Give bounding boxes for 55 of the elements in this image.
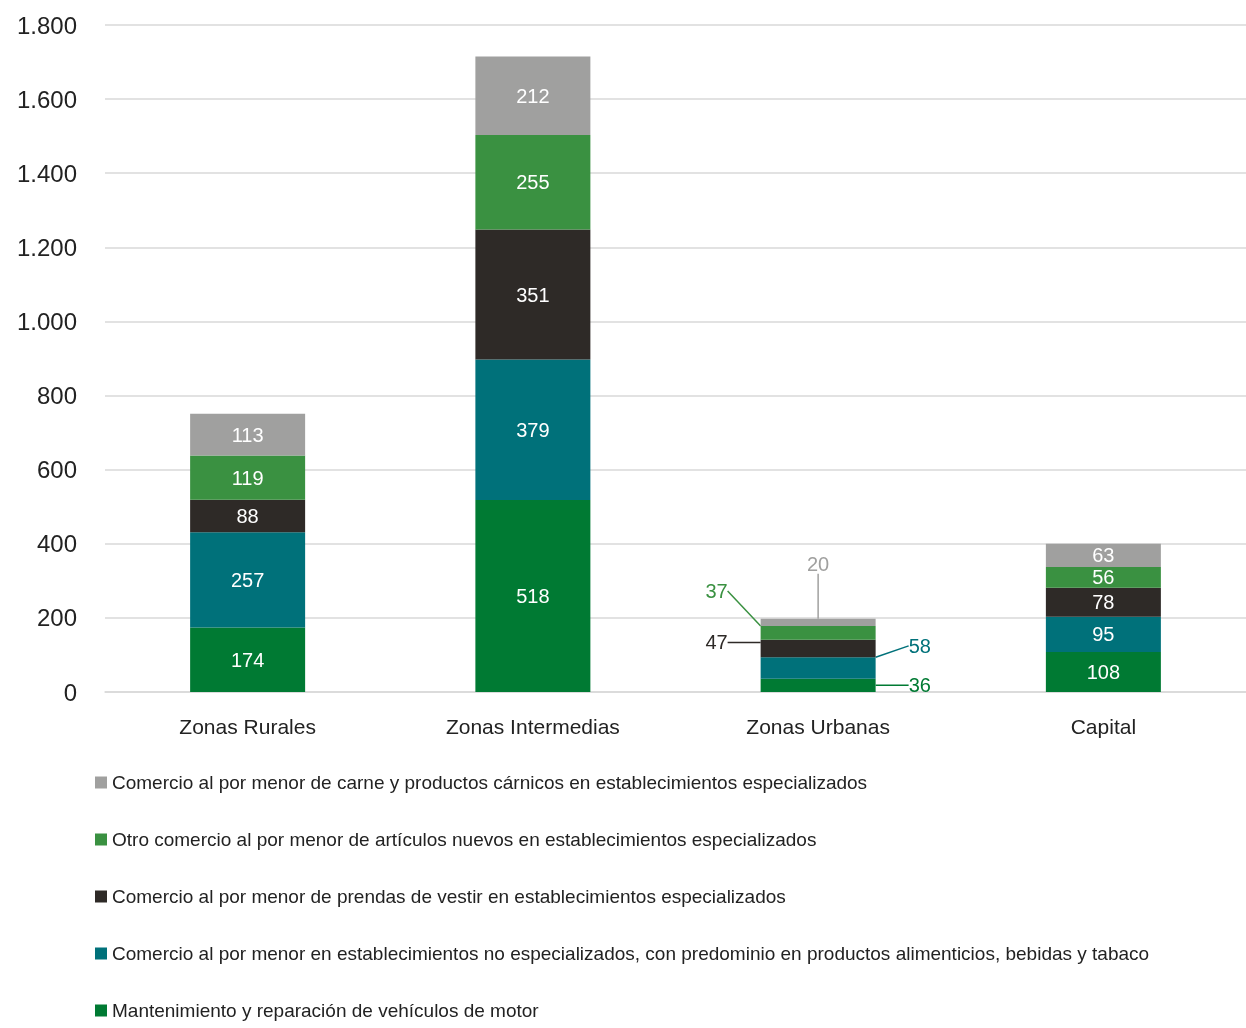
- bar: [190, 627, 306, 692]
- legend-label: Comercio al por menor en establecimientos no especializados, con predominio en productos alimenticios, bebidas y tabaco: [112, 943, 1150, 964]
- y-tick-label: 800: [36, 382, 77, 410]
- bar: [190, 532, 306, 628]
- bar: [475, 359, 591, 501]
- data-label: 518: [516, 585, 550, 608]
- data-label: 212: [516, 84, 550, 107]
- legend-label: Comercio al por menor de carne y productos cárnicos en establecimientos especializados: [112, 772, 868, 793]
- x-tick-label: Zonas Urbanas: [746, 715, 890, 738]
- bar: [475, 135, 591, 230]
- data-label: 88: [236, 504, 259, 527]
- x-tick-label: Zonas Intermedias: [445, 715, 620, 738]
- bar: [1045, 651, 1161, 692]
- y-tick-label: 1.200: [16, 233, 77, 261]
- legend-label: Comercio al por menor de prendas de vestir en establecimientos especializados: [112, 886, 786, 907]
- bar: [1045, 567, 1161, 588]
- bar: [475, 56, 591, 136]
- data-label: 58: [908, 634, 931, 657]
- y-tick-label: 1.000: [16, 307, 77, 335]
- data-label: 63: [1092, 544, 1115, 567]
- bar: [1045, 587, 1161, 617]
- data-label: 36: [908, 674, 931, 697]
- data-label: 20: [807, 552, 830, 575]
- data-label: 78: [1092, 591, 1115, 614]
- bar: [1045, 543, 1161, 568]
- data-label: 37: [705, 579, 728, 602]
- bar: [760, 626, 876, 640]
- y-tick-label: 1.600: [16, 85, 77, 113]
- data-label: 95: [1092, 623, 1115, 646]
- legend-label: Mantenimiento y reparación de vehículos de motor: [112, 1000, 540, 1021]
- data-label: 379: [516, 418, 550, 441]
- data-label: 113: [231, 423, 264, 446]
- y-tick-label: 600: [36, 456, 77, 484]
- x-tick-label: Zonas Rurales: [179, 715, 316, 738]
- bar: [190, 413, 306, 456]
- bar: [190, 455, 306, 500]
- y-tick-label: 200: [36, 604, 77, 632]
- bar: [475, 500, 591, 692]
- x-tick-label: Capital: [1070, 715, 1137, 738]
- data-label: 119: [231, 466, 264, 489]
- data-label: 108: [1086, 660, 1121, 683]
- bar: [475, 229, 591, 360]
- data-label: 174: [230, 648, 265, 671]
- bar: [190, 499, 306, 533]
- data-label: 56: [1092, 566, 1115, 589]
- data-label: 351: [516, 283, 550, 306]
- data-label: 255: [516, 171, 550, 194]
- y-tick-label: 1.400: [16, 159, 77, 187]
- y-tick-label: 1.800: [16, 11, 77, 39]
- data-label: 257: [230, 568, 265, 591]
- y-tick-label: 400: [36, 530, 77, 558]
- y-tick-label: 0: [63, 678, 77, 706]
- bar: [1045, 616, 1161, 652]
- legend-label: Otro comercio al por menor de artículos nuevos en establecimientos especializados: [112, 829, 817, 850]
- data-label: 47: [705, 631, 728, 654]
